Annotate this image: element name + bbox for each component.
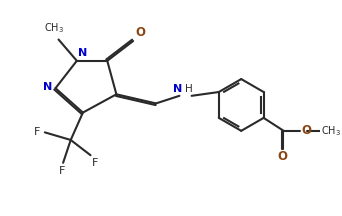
Text: N: N	[78, 48, 88, 58]
Text: O: O	[301, 124, 311, 137]
Text: CH$_3$: CH$_3$	[321, 124, 342, 138]
Text: O: O	[277, 151, 287, 164]
Text: O: O	[135, 25, 145, 39]
Text: F: F	[58, 166, 65, 176]
Text: CH$_3$: CH$_3$	[44, 21, 64, 35]
Text: H: H	[185, 84, 193, 94]
Text: F: F	[92, 158, 98, 168]
Text: N: N	[43, 82, 52, 92]
Text: F: F	[34, 127, 40, 137]
Text: N: N	[173, 84, 183, 94]
